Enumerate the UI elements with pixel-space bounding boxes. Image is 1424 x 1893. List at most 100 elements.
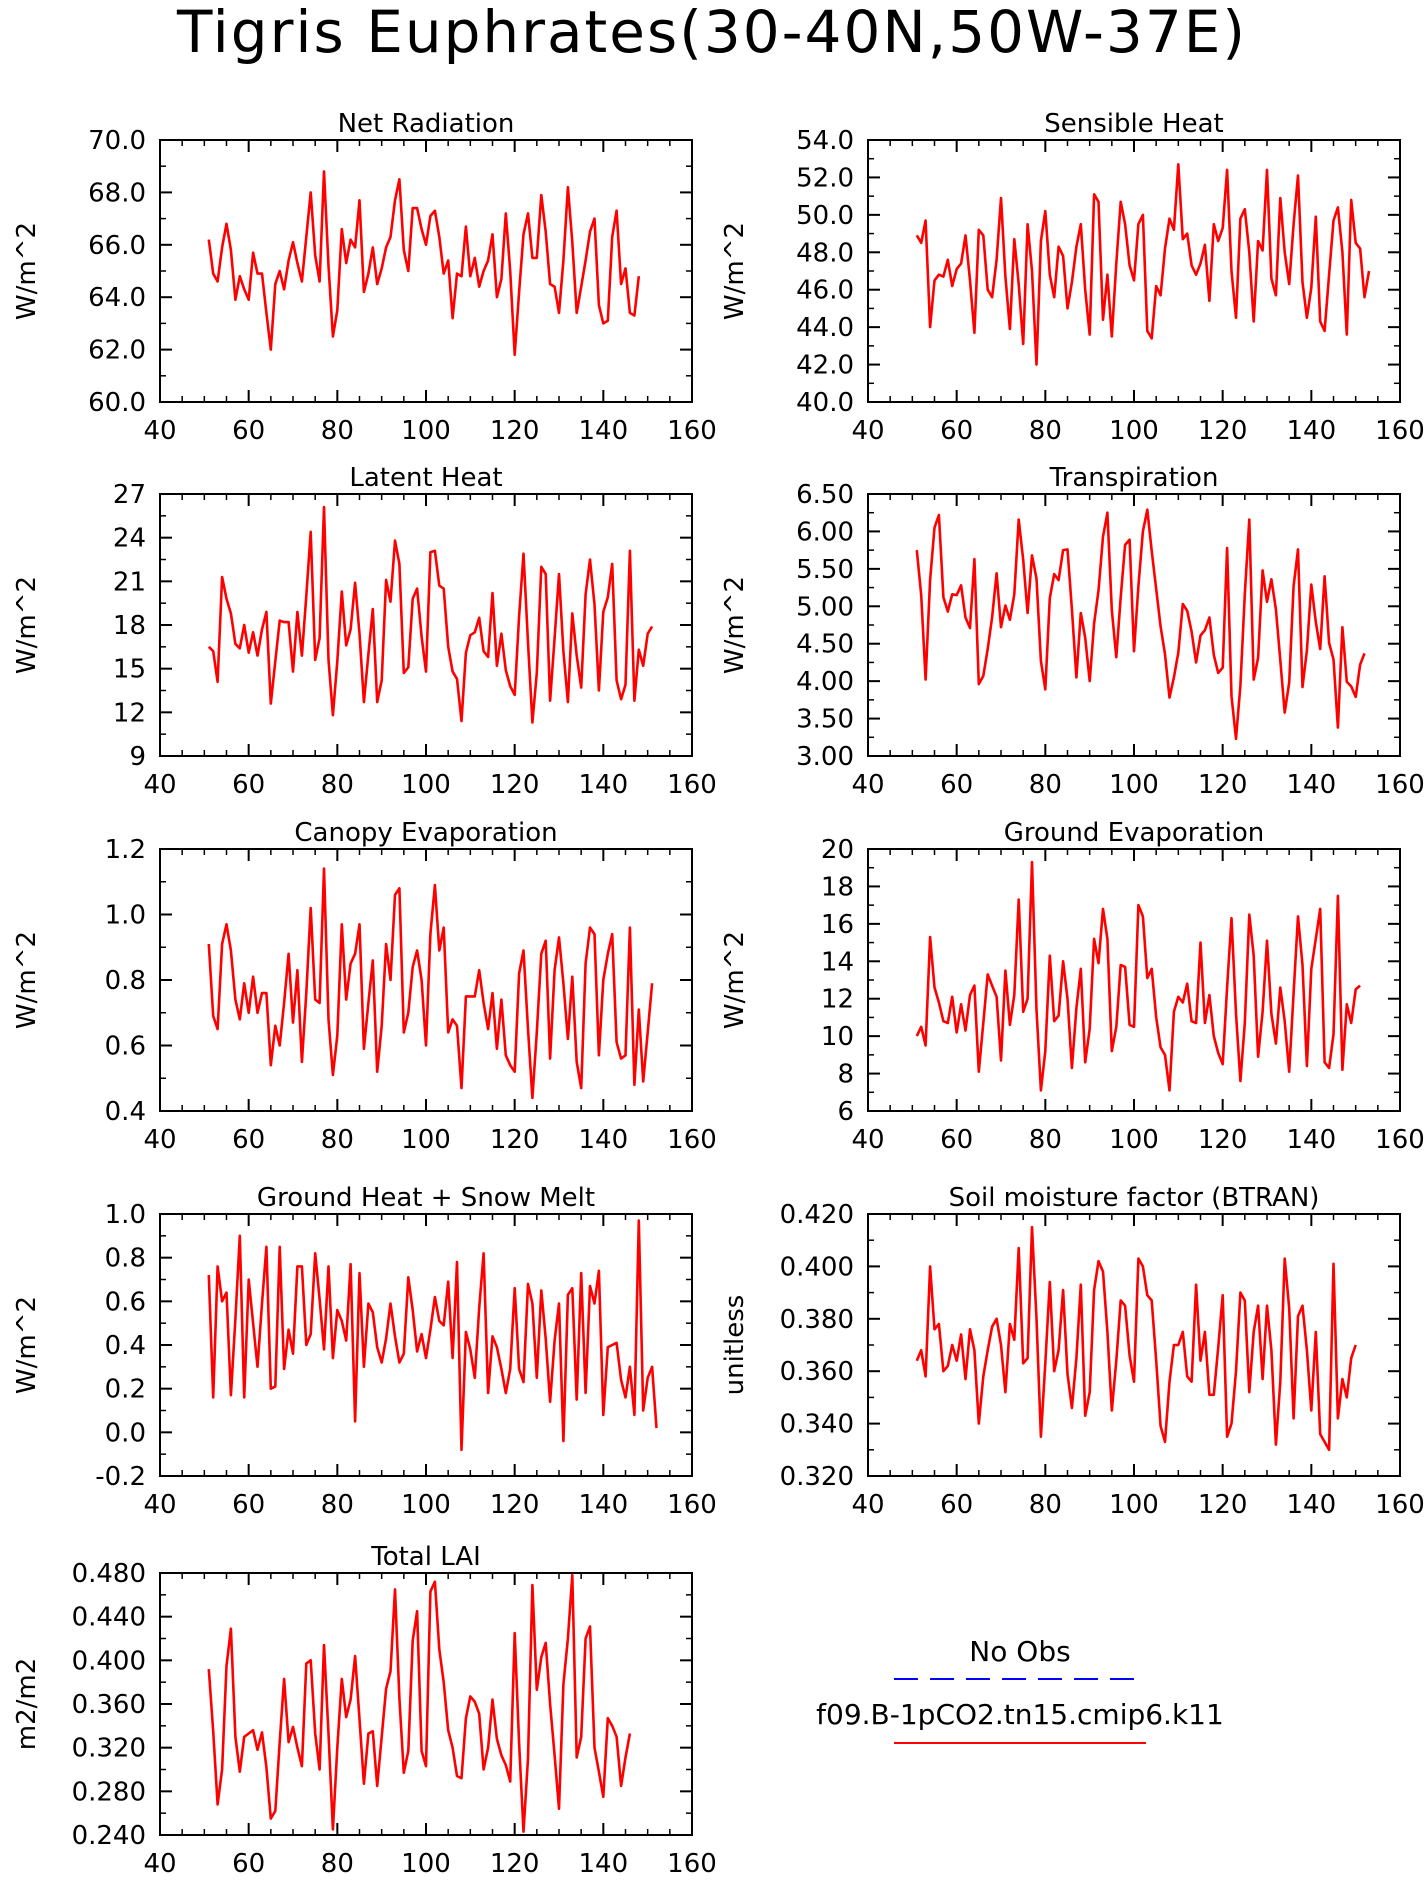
panel-title: Canopy Evaporation	[294, 818, 557, 848]
y-tick-label: 12	[821, 985, 854, 1015]
x-tick-label: 140	[579, 770, 629, 800]
x-tick-label: 40	[851, 770, 884, 800]
panel-title: Soil moisture factor (BTRAN)	[949, 1183, 1320, 1213]
panel-2: Sensible Heat W/m^2 40 60 80 100 120 140 160 40.0…	[720, 109, 1424, 446]
y-tick-label: 0.6	[105, 1032, 146, 1062]
x-tick-label: 100	[1109, 770, 1159, 800]
series-line-1	[207, 505, 654, 724]
y-tick-label: 1.2	[105, 835, 146, 865]
x-tick-label: 160	[667, 1125, 717, 1155]
x-tick-label: 40	[851, 1125, 884, 1155]
y-tick-label: 12	[113, 698, 146, 728]
y-tick-label: 1.0	[105, 1200, 146, 1230]
x-tick-label: 80	[321, 1490, 354, 1520]
x-tick-label: 80	[1029, 1125, 1062, 1155]
x-tick-label: 160	[667, 770, 717, 800]
series-line-1	[207, 1219, 658, 1452]
y-tick-label: 48.0	[796, 238, 854, 268]
panel-title: Sensible Heat	[1044, 109, 1223, 139]
x-tick-label: 120	[1198, 1125, 1248, 1155]
x-tick-label: 60	[940, 1125, 973, 1155]
y-tick-label: 27	[113, 480, 146, 510]
y-axis-label: W/m^2	[12, 222, 42, 320]
x-tick-label: 160	[1375, 416, 1424, 446]
x-tick-label: 40	[851, 416, 884, 446]
x-tick-label: 100	[1109, 1490, 1159, 1520]
x-tick-label: 160	[667, 1490, 717, 1520]
x-tick-label: 60	[940, 770, 973, 800]
y-tick-label: 0.0	[105, 1418, 146, 1448]
y-axis-label: W/m^2	[720, 222, 750, 320]
x-tick-label: 120	[1198, 1490, 1248, 1520]
x-tick-label: 140	[1287, 770, 1337, 800]
y-tick-label: 70.0	[88, 126, 146, 156]
series-line-1	[915, 163, 1371, 366]
y-tick-label: 0.2	[105, 1375, 146, 1405]
y-tick-label: 0.360	[780, 1357, 854, 1387]
y-tick-label: 1.0	[105, 901, 146, 931]
x-tick-label: 100	[401, 1125, 451, 1155]
x-tick-label: 140	[579, 1849, 629, 1879]
y-tick-label: 3.00	[796, 742, 854, 772]
y-tick-label: 5.50	[796, 555, 854, 585]
y-tick-label: 0.400	[780, 1252, 854, 1282]
y-tick-label: 52.0	[796, 163, 854, 193]
x-tick-label: 100	[401, 770, 451, 800]
y-tick-label: 66.0	[88, 231, 146, 261]
x-tick-label: 120	[490, 416, 540, 446]
y-tick-label: 6.00	[796, 517, 854, 547]
y-tick-label: 18	[821, 872, 854, 902]
panel-7: Ground Heat + Snow Melt W/m^2 40 60 80 100 120…	[12, 1183, 717, 1520]
y-axis-label: W/m^2	[12, 931, 42, 1029]
y-tick-label: 18	[113, 611, 146, 641]
y-tick-label: 14	[821, 947, 854, 977]
x-tick-label: 160	[1375, 770, 1424, 800]
x-tick-label: 100	[401, 416, 451, 446]
y-tick-label: 24	[113, 524, 146, 554]
y-tick-label: 0.480	[72, 1559, 146, 1589]
y-tick-label: 62.0	[88, 336, 146, 366]
y-tick-label: 68.0	[88, 178, 146, 208]
plot-frame	[867, 848, 1401, 1112]
y-axis-label: W/m^2	[12, 576, 42, 674]
panel-6: Ground Evaporation W/m^2 40 60 80 100 120 140 16…	[720, 818, 1424, 1155]
panel-title: Latent Heat	[349, 463, 502, 493]
y-axis-label: W/m^2	[12, 1296, 42, 1394]
x-tick-label: 120	[490, 1490, 540, 1520]
x-tick-label: 80	[1029, 770, 1062, 800]
y-axis-label: m2/m2	[12, 1658, 42, 1751]
x-tick-label: 60	[232, 1125, 265, 1155]
x-tick-label: 100	[1109, 416, 1159, 446]
x-tick-label: 80	[1029, 416, 1062, 446]
x-tick-label: 140	[579, 1490, 629, 1520]
x-tick-label: 40	[143, 1125, 176, 1155]
x-tick-label: 160	[1375, 1125, 1424, 1155]
x-tick-label: 40	[143, 770, 176, 800]
y-tick-label: 0.280	[72, 1777, 146, 1807]
x-tick-label: 60	[232, 416, 265, 446]
panel-title: Transpiration	[1049, 463, 1219, 493]
x-tick-label: 60	[940, 1490, 973, 1520]
y-tick-label: 3.50	[796, 705, 854, 735]
x-tick-label: 40	[143, 416, 176, 446]
y-tick-label: 0.8	[105, 966, 146, 996]
x-tick-label: 60	[232, 1490, 265, 1520]
y-tick-label: 0.360	[72, 1690, 146, 1720]
x-tick-label: 60	[232, 1849, 265, 1879]
y-tick-label: 54.0	[796, 126, 854, 156]
x-tick-label: 120	[490, 1125, 540, 1155]
panel-title: Ground Heat + Snow Melt	[257, 1183, 595, 1213]
y-tick-label: 20	[821, 835, 854, 865]
y-tick-label: 4.50	[796, 630, 854, 660]
y-tick-label: 0.320	[72, 1734, 146, 1764]
y-tick-label: 40.0	[796, 388, 854, 418]
y-tick-label: 0.420	[780, 1200, 854, 1230]
series-line-1	[207, 170, 641, 357]
y-tick-label: 0.8	[105, 1244, 146, 1274]
legend-obs-label: No Obs	[969, 1635, 1070, 1668]
y-tick-label: 0.4	[105, 1097, 146, 1127]
y-tick-label: 46.0	[796, 276, 854, 306]
y-tick-label: 5.00	[796, 592, 854, 622]
y-tick-label: 0.320	[780, 1462, 854, 1492]
